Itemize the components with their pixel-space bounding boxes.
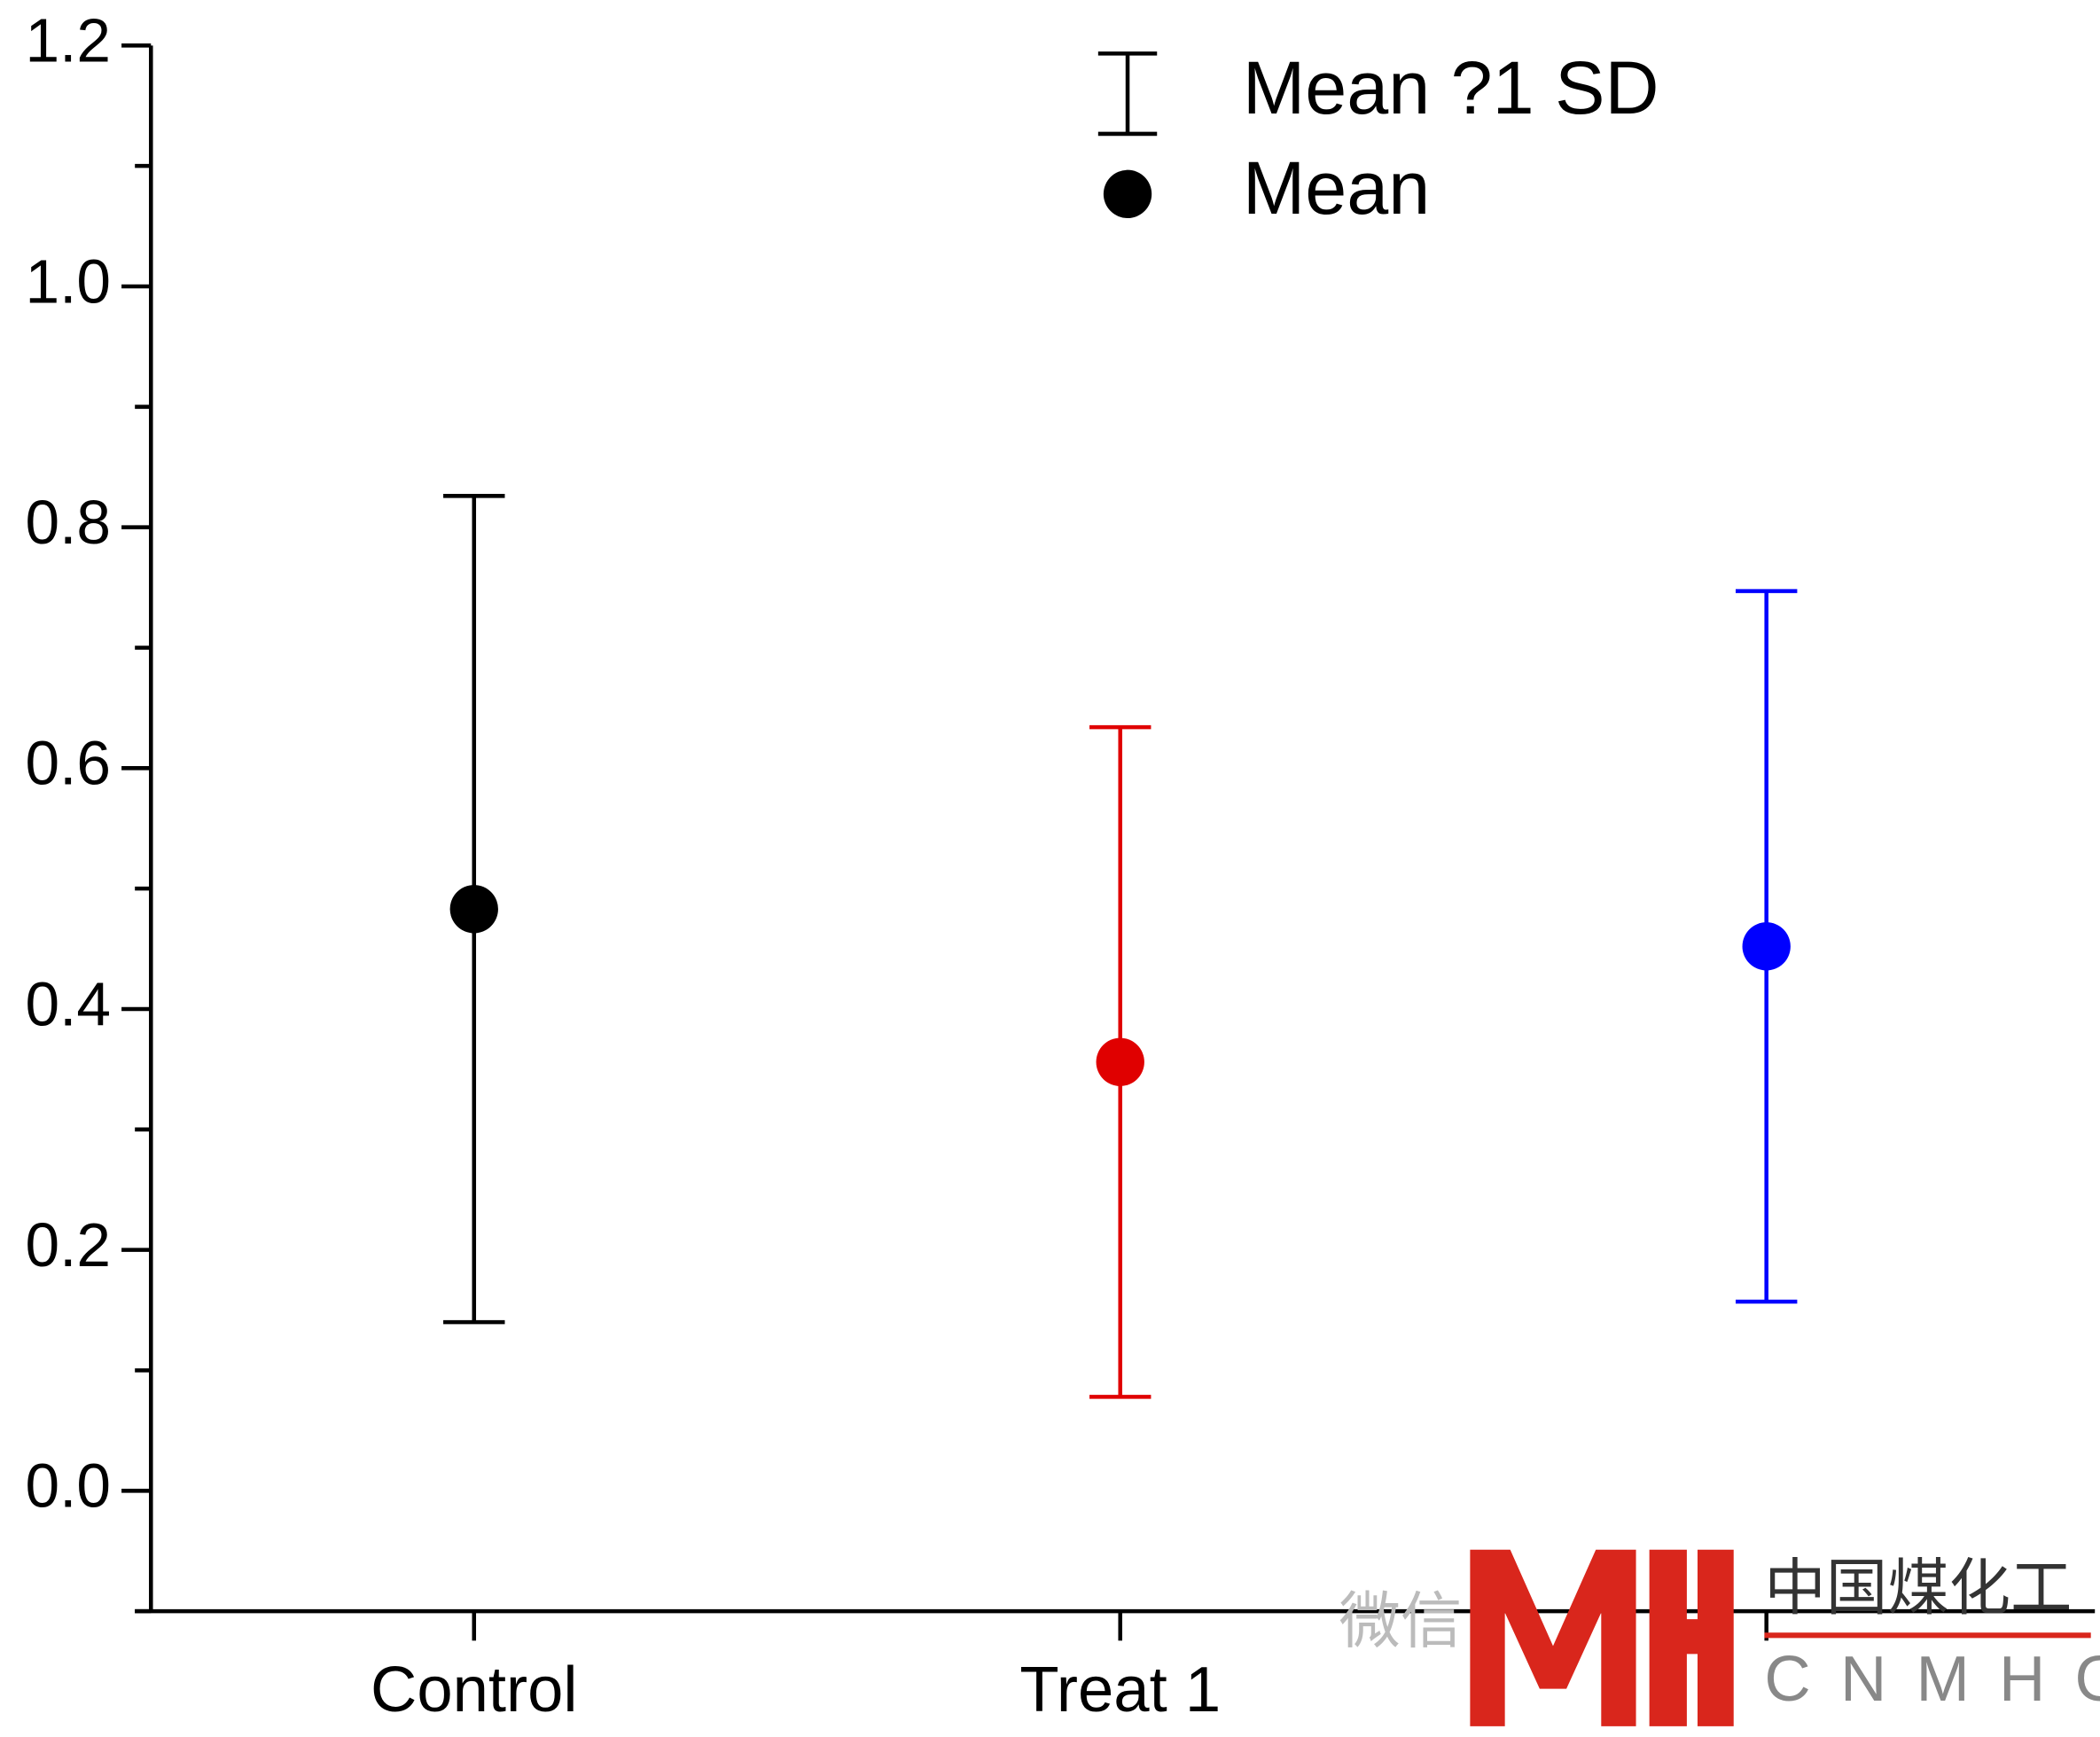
watermark-text: CNMHG bbox=[1764, 1643, 2100, 1715]
y-tick-label: 1.2 bbox=[26, 6, 111, 75]
mean-dot bbox=[449, 885, 498, 934]
mean-dot bbox=[1742, 922, 1791, 971]
y-tick-label: 0.0 bbox=[26, 1451, 111, 1521]
x-tick-label: Treat 1 bbox=[1019, 1654, 1221, 1725]
watermark: 微信 中国煤化工 CNMHG bbox=[1339, 1549, 2100, 1726]
watermark-logo bbox=[1470, 1549, 1734, 1726]
mean-dot bbox=[1096, 1037, 1144, 1086]
y-tick-label: 0.8 bbox=[26, 488, 111, 557]
legend-label: Mean bbox=[1243, 145, 1430, 230]
y-tick-label: 0.2 bbox=[26, 1210, 111, 1279]
legend-dot bbox=[1103, 169, 1152, 219]
x-tick-label: Control bbox=[371, 1654, 578, 1725]
y-tick-label: 0.4 bbox=[26, 969, 111, 1038]
legend-icons bbox=[1097, 51, 1158, 219]
legend-label: Mean ?1 SD bbox=[1243, 45, 1659, 129]
watermark-text: 微信 bbox=[1339, 1586, 1462, 1655]
y-tick-label: 1.0 bbox=[26, 246, 111, 316]
y-tick-label: 0.6 bbox=[26, 729, 111, 798]
watermark-text: 中国煤化工 bbox=[1764, 1553, 2072, 1622]
